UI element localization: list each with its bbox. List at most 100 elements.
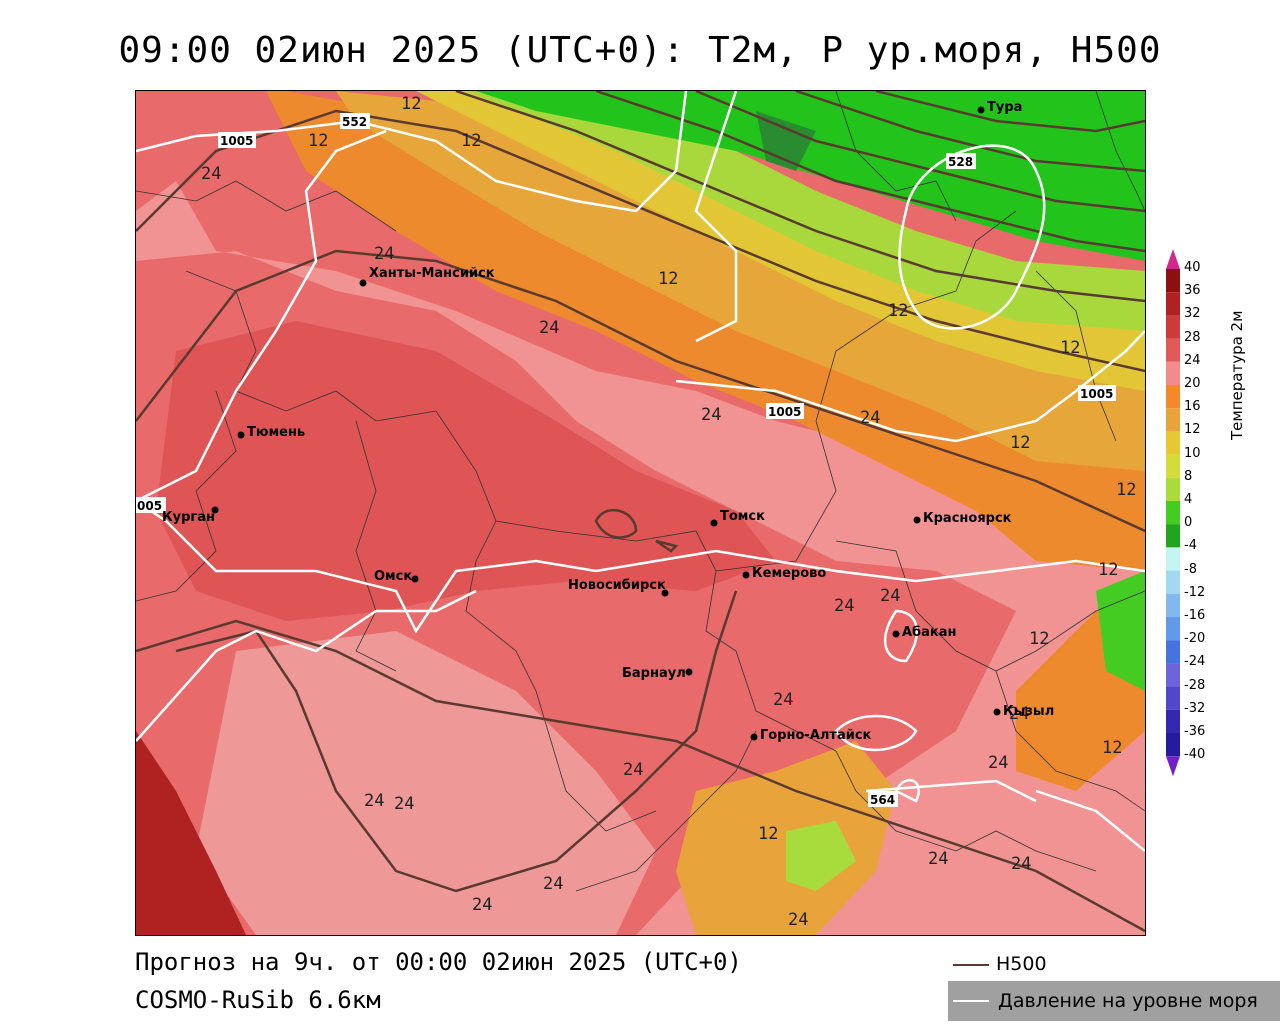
colorbar-level: -40 (1184, 747, 1206, 763)
h500-contours (136, 91, 1145, 933)
colorbar-segment (1166, 361, 1180, 385)
h500-label: 552 (342, 115, 367, 129)
city-tomsk[interactable]: Томск (710, 509, 766, 527)
city-label: Омск (374, 569, 412, 584)
city-label: Ханты-Мансийск (369, 266, 495, 281)
colorbar-top-arrow (1166, 249, 1180, 269)
city-tyumen[interactable]: Тюмень (237, 425, 306, 440)
colorbar-segment (1166, 547, 1180, 571)
temp-label: 12 (658, 269, 678, 289)
pressure-legend-label: Давление на уровне моря (998, 990, 1258, 1012)
colorbar-segment (1166, 315, 1180, 339)
temp-label: 12 (1098, 560, 1118, 580)
colorbar-level: 4 (1184, 492, 1193, 507)
h500-labels: 552 528 564 (340, 113, 976, 807)
colorbar-level: -20 (1184, 631, 1206, 647)
pressure-label: 005 (137, 499, 162, 513)
temp-fill-east-green (1096, 571, 1145, 691)
city-barnaul[interactable]: Барнаул (622, 666, 693, 681)
colorbar-segment (1166, 385, 1180, 409)
city-label: Тюмень (247, 425, 305, 440)
colorbar-level: -12 (1184, 584, 1206, 600)
temp-label: 24 (364, 791, 384, 811)
temp-label: 24 (1011, 854, 1031, 874)
colorbar-segment (1166, 686, 1180, 710)
temp-fill-sw (196, 631, 656, 935)
city-kemerovo[interactable]: Кемерово (742, 566, 827, 581)
city-label: Новосибирск (568, 578, 666, 593)
city-gorno-altaysk[interactable]: Горно-Алтайск (750, 728, 872, 743)
colorbar-segment (1166, 292, 1180, 316)
city-label: Тура (987, 100, 1022, 115)
temp-fill-mtn-cold (786, 821, 856, 891)
colorbar-level: -8 (1184, 561, 1197, 577)
temp-fill-10 (416, 91, 1145, 391)
temp-fill-28 (156, 321, 776, 621)
temp-label: 24 (201, 164, 221, 184)
temp-label: 12 (1102, 738, 1122, 758)
colorbar-segment (1166, 431, 1180, 455)
temp-label: 24 (701, 405, 721, 425)
temp-label: 12 (1029, 629, 1049, 649)
pressure-label: 1005 (768, 405, 801, 419)
city-khanty-mansiysk[interactable]: Ханты-Мансийск (359, 266, 495, 287)
forecast-map[interactable]: 12 12 12 12 12 12 12 12 12 12 12 12 24 2… (135, 90, 1146, 936)
colorbar-level: -16 (1184, 608, 1206, 623)
colorbar-level: 20 (1184, 376, 1201, 391)
h500-legend-line (953, 964, 989, 966)
temp-label: 24 (543, 874, 563, 894)
pressure-label: 1005 (220, 134, 253, 148)
colorbar-level: 36 (1184, 283, 1201, 299)
temp-label: 24 (928, 849, 948, 869)
temp-label: 24 (539, 318, 559, 338)
cities: Тура Ханты-Мансийск Тюмень Курган Омск Н… (162, 100, 1054, 743)
colorbar-segment (1166, 570, 1180, 594)
city-kurgan[interactable]: Курган (162, 506, 219, 526)
temp-label: 24 (773, 690, 793, 710)
colorbar-level: 32 (1184, 306, 1201, 322)
map-title: 09:00 02июн 2025 (UTC+0): T2м, P ур.моря… (118, 30, 1162, 71)
city-label: Кызыл (1003, 704, 1054, 719)
city-tura[interactable]: Тура (977, 100, 1023, 115)
colorbar-level: 40 (1184, 260, 1201, 275)
city-omsk[interactable]: Омск (374, 569, 419, 584)
city-abakan[interactable]: Абакан (892, 625, 957, 640)
colorbar-segment (1166, 501, 1180, 525)
colorbar-level: 8 (1184, 468, 1193, 484)
temp-label: 12 (308, 131, 328, 151)
colorbar-segment (1166, 733, 1180, 757)
h500-label: 528 (948, 155, 973, 169)
temp-label: 24 (1009, 704, 1029, 724)
temp-fill-hot (136, 731, 246, 935)
colorbar-segment (1166, 477, 1180, 501)
temp-label: 24 (788, 910, 808, 930)
colorbar-title: Температура 2м (1228, 310, 1246, 440)
city-kyzyl[interactable]: Кызыл (993, 704, 1055, 719)
colorbar-segment (1166, 709, 1180, 733)
colorbar-level: -28 (1184, 677, 1206, 693)
colorbar-segment (1166, 269, 1180, 293)
colorbar-segment (1166, 640, 1180, 664)
temp-fill-16 (266, 91, 1145, 571)
city-krasnoyarsk[interactable]: Красноярск (913, 511, 1012, 526)
city-label: Томск (720, 509, 765, 524)
pressure-contours (136, 91, 1145, 852)
colorbar-level: 16 (1184, 399, 1201, 415)
city-novosibirsk[interactable]: Новосибирск (568, 578, 669, 597)
colorbar-level: 28 (1184, 329, 1201, 345)
temp-label: 12 (1060, 338, 1080, 358)
temp-label: 24 (880, 586, 900, 606)
temp-isolabels: 12 12 12 12 12 12 12 12 12 12 12 12 24 2… (201, 94, 1136, 930)
temp-label: 24 (988, 753, 1008, 773)
pressure-labels: 1005 1005 1005 005 (136, 132, 1116, 513)
temp-fill-20 (136, 181, 1145, 935)
colorbar-segment (1166, 338, 1180, 362)
temp-label: 12 (758, 824, 778, 844)
temp-label: 12 (888, 301, 908, 321)
colorbar-segment (1166, 454, 1180, 478)
colorbar-level: -32 (1184, 700, 1206, 716)
temp-label: 24 (472, 895, 492, 915)
colorbar-svg (1166, 249, 1180, 777)
temp-fill-8 (466, 91, 1145, 331)
colorbar-level: 10 (1184, 445, 1201, 461)
